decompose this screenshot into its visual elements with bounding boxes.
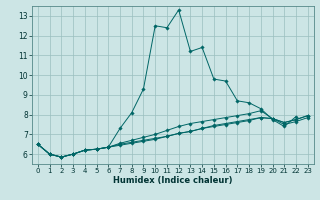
X-axis label: Humidex (Indice chaleur): Humidex (Indice chaleur) xyxy=(113,176,233,185)
